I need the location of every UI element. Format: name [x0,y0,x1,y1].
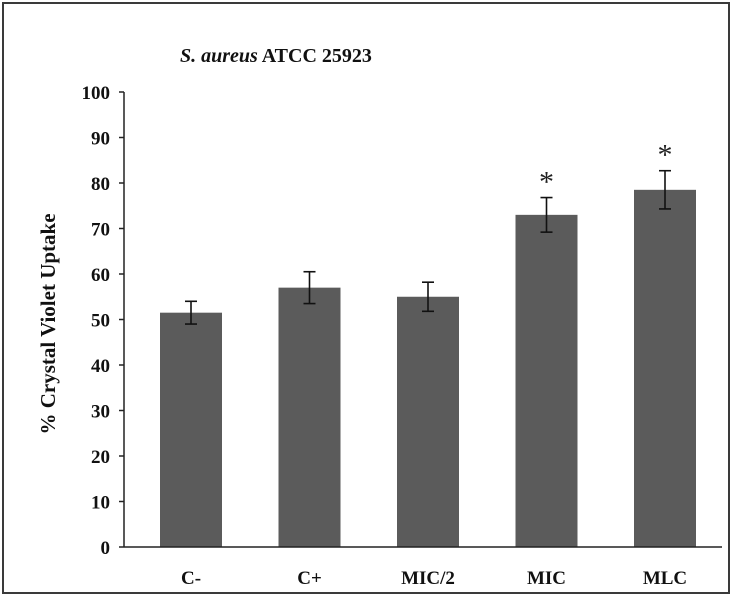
y-tick-label: 0 [101,538,111,559]
y-axis-title: % Crystal Violet Uptake [36,213,60,434]
significance-marker: * [658,139,673,172]
y-tick-label: 80 [91,174,110,195]
y-tick-label: 10 [91,493,110,514]
x-axis-labels: C- C+ MIC/2 MIC MLC [181,568,687,589]
error-bars [185,169,671,325]
x-tick-label: C- [181,568,201,589]
x-tick-label: MIC/2 [401,568,455,589]
bar [397,296,459,547]
significance-markers: ** [539,139,673,199]
y-tick-label: 90 [91,129,110,150]
bar [278,287,341,547]
chart-title-rest: ATCC 25923 [258,45,372,67]
y-tick-label: 30 [91,402,110,423]
x-tick-label: MLC [643,568,687,589]
y-tick-label: 40 [91,356,110,377]
y-tick-label: 70 [91,220,110,241]
bar [634,189,696,547]
x-tick-label: MIC [527,568,566,589]
bar [515,214,578,547]
bar-chart: S. aureus ATCC 25923 % Crystal Violet Up… [36,45,722,589]
y-axis-ticks: 0 10 20 30 40 50 60 70 80 90 100 [82,83,124,559]
chart-title-italic: S. aureus [180,45,258,67]
y-tick-label: 60 [91,265,110,286]
bars [160,189,696,547]
y-tick-label: 100 [82,83,111,104]
significance-marker: * [539,166,554,199]
bar [160,312,222,547]
y-tick-label: 20 [91,447,110,468]
x-tick-label: C+ [297,568,322,589]
chart-title: S. aureus ATCC 25923 [180,45,372,67]
y-tick-label: 50 [91,311,110,332]
